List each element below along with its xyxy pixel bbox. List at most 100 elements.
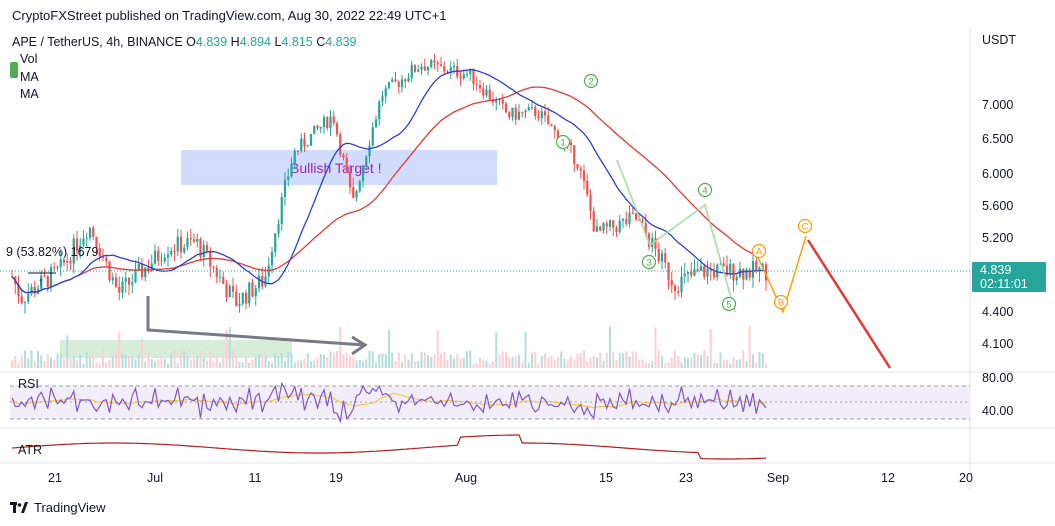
candle-body xyxy=(524,110,527,113)
volume-bar xyxy=(628,356,631,368)
volume-bar xyxy=(566,360,569,368)
candle-body xyxy=(179,236,183,253)
candle-body xyxy=(20,296,23,303)
candle-body xyxy=(722,263,725,266)
volume-bar xyxy=(713,362,715,368)
candle-body xyxy=(378,101,381,120)
volume-bar xyxy=(245,356,247,368)
volume-bar xyxy=(755,362,758,368)
volume-bar xyxy=(316,357,319,368)
volume-bar xyxy=(534,351,537,368)
candle-body xyxy=(342,154,345,158)
volume-bar xyxy=(479,357,481,368)
candle-body xyxy=(758,267,761,272)
volume-bar xyxy=(238,361,241,368)
candle-body xyxy=(17,284,20,297)
candle-body xyxy=(316,125,319,129)
volume-bar xyxy=(661,356,663,368)
wave-label-text: 2 xyxy=(588,77,593,88)
candle-body xyxy=(280,196,283,224)
candle-body xyxy=(238,303,241,306)
volume-bar xyxy=(284,360,286,368)
volume-bar xyxy=(111,356,114,368)
candle-body xyxy=(452,65,456,68)
volume-bar xyxy=(657,350,660,368)
candle-body xyxy=(92,227,95,237)
volume-bar xyxy=(482,360,485,368)
volume-bar xyxy=(290,352,293,368)
candle-body xyxy=(228,286,231,298)
candle-body xyxy=(696,269,699,271)
candle-body xyxy=(673,285,677,292)
ma-indicator-label-2[interactable]: MA xyxy=(20,87,39,101)
candle-body xyxy=(95,236,98,249)
volume-bar xyxy=(648,363,650,368)
volume-bar xyxy=(186,355,189,368)
volume-bar xyxy=(105,362,108,368)
price-tick-label: 5.200 xyxy=(982,231,1013,245)
candle-body xyxy=(303,138,306,147)
candle-body xyxy=(576,164,579,169)
symbol-name[interactable]: APE / TetherUS, 4h, BINANCE xyxy=(12,35,183,49)
volume-bar xyxy=(384,353,387,368)
candle-body xyxy=(690,271,693,276)
volume-bar xyxy=(553,360,556,368)
candle-body xyxy=(134,269,137,283)
volume-bar xyxy=(674,350,676,368)
volume-bar xyxy=(261,355,264,368)
time-tick-label: Jul xyxy=(147,471,163,485)
candle-body xyxy=(469,68,472,75)
time-tick-label: 21 xyxy=(48,471,62,485)
indicator-toggle-badge[interactable] xyxy=(10,62,18,78)
volume-bar xyxy=(332,352,335,368)
vol-indicator-label[interactable]: Vol xyxy=(20,52,38,66)
candle-body xyxy=(550,124,553,127)
candle-body xyxy=(719,263,722,265)
tradingview-footer[interactable]: TradingView xyxy=(10,500,106,515)
volume-bar xyxy=(355,360,358,368)
candle-body xyxy=(423,66,426,71)
volume-bar xyxy=(160,356,163,368)
volume-bar xyxy=(576,353,579,368)
candle-body xyxy=(170,250,173,255)
candle-body xyxy=(504,103,508,113)
candle-body xyxy=(508,112,511,118)
candle-body xyxy=(173,250,176,252)
volume-bar xyxy=(459,358,462,368)
close-label: C xyxy=(316,35,326,49)
candle-body xyxy=(660,253,664,262)
candle-body xyxy=(602,223,605,231)
atr-indicator-label[interactable]: ATR xyxy=(18,443,43,457)
candle-body xyxy=(625,218,628,224)
volume-bar xyxy=(336,351,338,368)
volume-bar xyxy=(63,358,65,368)
volume-bar xyxy=(388,330,390,368)
volume-bar xyxy=(183,351,186,368)
volume-bar xyxy=(430,356,433,368)
candle-body xyxy=(270,251,274,266)
candle-body xyxy=(329,116,332,128)
candle-body xyxy=(443,65,446,72)
volume-bar xyxy=(222,355,225,368)
time-tick-label: 15 xyxy=(599,471,613,485)
candle-body xyxy=(313,125,316,134)
candle-body xyxy=(163,257,166,262)
rsi-indicator-label[interactable]: RSI xyxy=(18,377,39,391)
candle-body xyxy=(368,145,371,157)
volume-bar xyxy=(277,356,280,368)
volume-bar xyxy=(293,362,296,368)
volume-bar xyxy=(596,357,598,368)
volume-bar xyxy=(349,355,351,368)
volume-bar xyxy=(472,363,475,368)
volume-bar xyxy=(449,354,452,368)
candle-body xyxy=(248,282,251,304)
candle-body xyxy=(222,276,225,284)
price-tick-label: 6.000 xyxy=(982,167,1013,181)
volume-bar xyxy=(102,350,104,368)
candle-body xyxy=(355,191,358,198)
candle-body xyxy=(628,212,631,224)
volume-bar xyxy=(404,354,407,368)
ma-indicator-label-1[interactable]: MA xyxy=(20,70,39,84)
candle-body xyxy=(521,111,524,113)
